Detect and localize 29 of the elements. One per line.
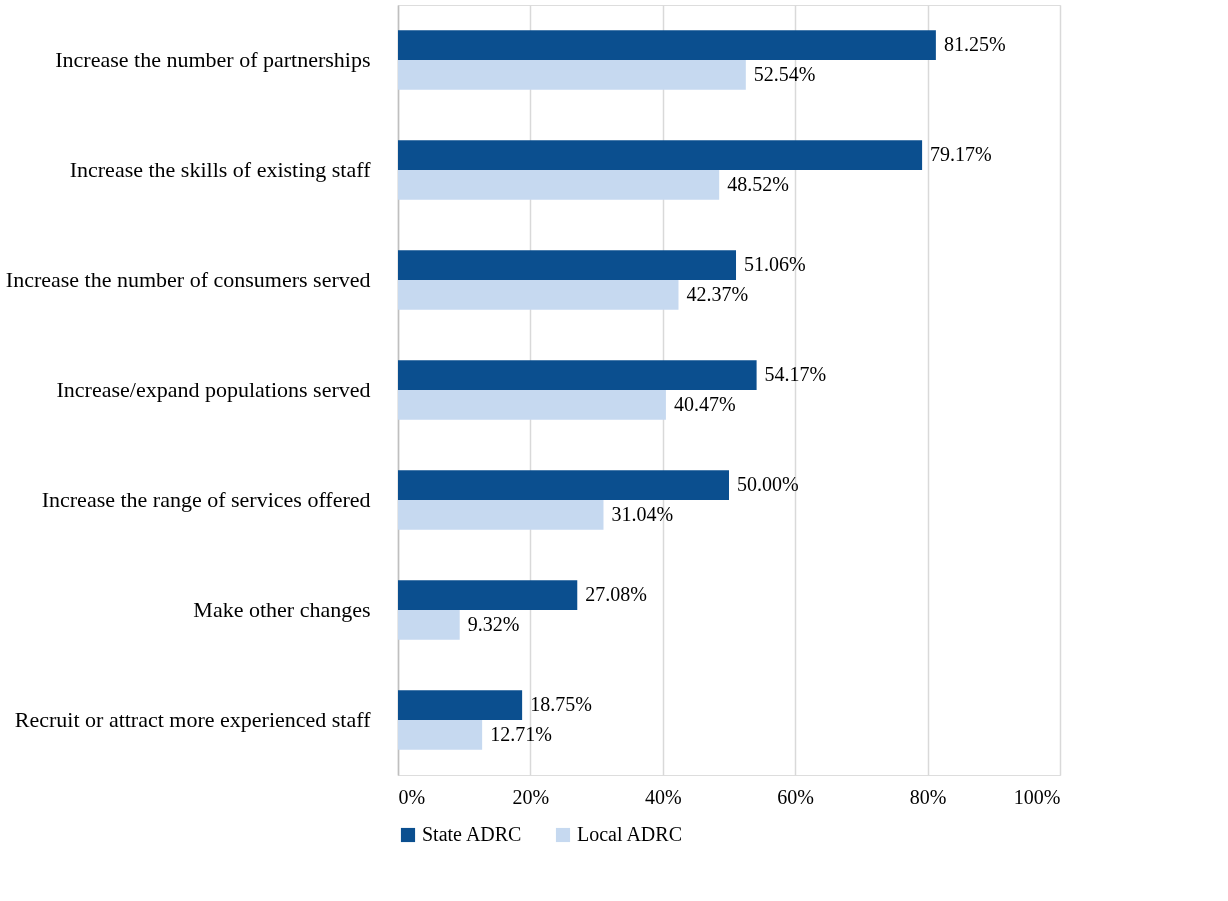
data-label: 12.71%	[490, 722, 552, 745]
data-label: 54.17%	[764, 363, 827, 386]
data-label: 52.54%	[753, 62, 816, 85]
y-tick-label: Recruit or attract more experienced staff	[14, 707, 372, 732]
x-tick-label: 40%	[644, 785, 682, 808]
y-tick-label: Make other changes	[193, 597, 371, 622]
data-label: 79.17%	[930, 143, 992, 166]
x-tick-label: 20%	[512, 785, 550, 808]
x-tick-label: 80%	[909, 785, 947, 808]
data-label: 81.25%	[943, 33, 1006, 56]
legend-label: Local ADRC	[577, 823, 682, 845]
legend-label: State ADRC	[422, 823, 522, 845]
y-tick-label: Increase the skills of existing staff	[69, 157, 372, 182]
x-tick-label: 60%	[777, 785, 815, 808]
y-tick-label: Increase the number of partnerships	[55, 47, 371, 72]
data-label: 18.75%	[530, 693, 592, 716]
y-tick-label: Increase/expand populations served	[56, 377, 371, 402]
y-tick-label: Increase the number of consumers served	[5, 267, 371, 292]
data-label: 51.06%	[744, 253, 806, 276]
data-label: 42.37%	[686, 282, 749, 305]
data-label: 48.52%	[727, 172, 789, 195]
y-tick-label: Increase the range of services offered	[41, 487, 371, 512]
data-label: 40.47%	[673, 392, 736, 415]
x-tick-label: 100%	[1013, 785, 1061, 808]
data-label: 50.00%	[737, 473, 799, 496]
data-label: 27.08%	[585, 583, 647, 606]
data-label: 31.04%	[611, 502, 674, 525]
x-tick-label: 0%	[398, 785, 426, 808]
data-label: 9.32%	[467, 612, 520, 635]
